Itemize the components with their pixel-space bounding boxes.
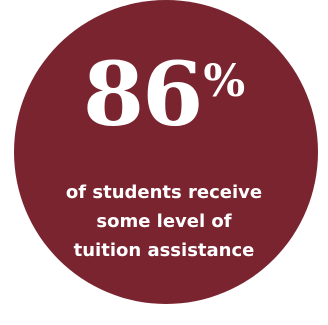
stat-caption-line: tuition assistance <box>73 240 255 261</box>
stat-value: 86% <box>0 50 328 138</box>
stat-number: 86 <box>82 42 203 146</box>
stat-caption-line: some level of <box>96 211 232 232</box>
stat-caption: of students receive some level of tuitio… <box>40 178 288 265</box>
stat-caption-line: of students receive <box>65 182 263 203</box>
stat-circle <box>14 0 318 304</box>
stat-percent-sign: % <box>203 56 246 107</box>
